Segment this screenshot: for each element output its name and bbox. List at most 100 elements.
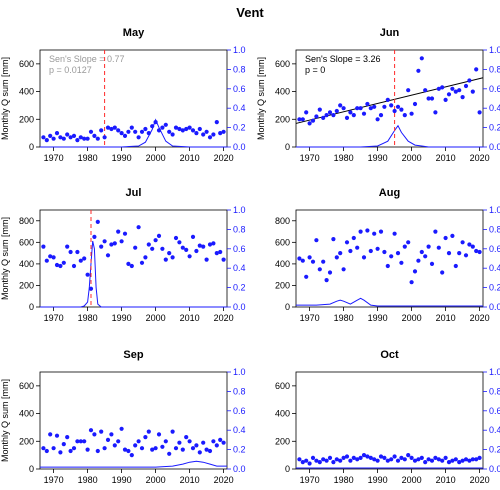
data-point xyxy=(207,242,213,247)
data-point xyxy=(180,245,185,250)
y-tick-label: 600 xyxy=(19,381,34,391)
data-point xyxy=(112,241,117,246)
data-point xyxy=(85,136,90,141)
y2-tick-label: 0.8 xyxy=(233,64,246,74)
y-tick-label: 0 xyxy=(285,302,290,312)
y-tick-label: 600 xyxy=(275,237,290,247)
x-tick-label: 2020 xyxy=(470,153,490,163)
y2-tick-label: 0.6 xyxy=(233,84,246,94)
data-point xyxy=(300,258,305,263)
data-point xyxy=(190,234,196,239)
data-point xyxy=(119,426,124,431)
data-point xyxy=(423,460,428,465)
data-point xyxy=(310,118,316,123)
data-point xyxy=(65,435,70,440)
data-point xyxy=(65,244,70,249)
data-point xyxy=(331,460,336,465)
plot-box xyxy=(295,49,484,148)
data-point xyxy=(338,251,343,256)
x-tick-label: 1990 xyxy=(112,475,132,485)
x-tick-label: 1980 xyxy=(334,153,354,163)
y-axis-label: Monthly Q sum [mm] xyxy=(0,217,10,300)
x-tick-label: 1970 xyxy=(300,313,320,323)
y-tick-label: 800 xyxy=(19,216,34,226)
data-point xyxy=(160,246,165,251)
data-point xyxy=(99,429,104,434)
data-point xyxy=(218,437,223,442)
data-point xyxy=(211,132,216,137)
data-point xyxy=(297,256,302,261)
data-point xyxy=(395,251,401,256)
data-point xyxy=(436,86,441,91)
data-point xyxy=(392,454,397,459)
data-point xyxy=(409,280,414,285)
data-point xyxy=(382,104,387,109)
data-point xyxy=(99,128,104,133)
data-point xyxy=(327,455,333,460)
y-tick-label: 600 xyxy=(19,237,34,247)
data-point xyxy=(334,255,339,260)
data-point xyxy=(201,244,206,249)
probability-line xyxy=(296,297,483,307)
data-point xyxy=(204,129,209,134)
data-point xyxy=(136,225,141,230)
data-point xyxy=(194,131,199,136)
y2-tick-label: 0.8 xyxy=(233,386,246,396)
data-point xyxy=(133,245,138,250)
data-point xyxy=(416,457,421,462)
data-point xyxy=(372,231,377,236)
data-point xyxy=(51,136,56,141)
data-point xyxy=(143,126,148,132)
data-point xyxy=(146,131,151,136)
y2-tick-label: 1.0 xyxy=(489,367,500,377)
data-point xyxy=(440,85,445,90)
data-point xyxy=(109,432,114,437)
y-tick-label: 600 xyxy=(19,59,34,69)
x-tick-label: 2000 xyxy=(402,475,422,485)
data-point xyxy=(457,251,462,256)
data-point xyxy=(184,126,189,132)
x-tick-label: 2010 xyxy=(180,153,200,163)
data-point xyxy=(214,443,219,448)
probability-line xyxy=(40,460,227,468)
data-point xyxy=(204,447,209,452)
data-point xyxy=(122,447,128,452)
data-point xyxy=(297,457,302,462)
data-point xyxy=(51,446,56,451)
data-point xyxy=(327,270,333,275)
x-tick-label: 1990 xyxy=(368,313,388,323)
data-point xyxy=(187,125,192,130)
data-point xyxy=(102,239,107,244)
data-point xyxy=(116,128,121,133)
x-tick-label: 2000 xyxy=(146,153,166,163)
data-point xyxy=(170,429,175,434)
data-point xyxy=(304,274,309,279)
data-point xyxy=(156,233,162,238)
data-point xyxy=(467,78,472,83)
data-point xyxy=(385,458,390,463)
data-point xyxy=(429,96,435,101)
plot-box xyxy=(295,209,484,308)
x-tick-label: 1980 xyxy=(334,313,354,323)
y-tick-label: 0 xyxy=(29,142,34,152)
data-point xyxy=(88,428,94,433)
data-point xyxy=(361,453,367,458)
data-point xyxy=(341,106,346,111)
data-point xyxy=(375,246,380,251)
data-point xyxy=(173,125,179,130)
panel-title: Sep xyxy=(123,349,143,361)
x-tick-label: 1980 xyxy=(334,475,354,485)
data-point xyxy=(321,259,326,264)
data-point xyxy=(139,446,145,451)
data-point xyxy=(358,106,363,111)
x-tick-label: 2010 xyxy=(180,313,200,323)
data-point xyxy=(375,458,380,463)
data-point xyxy=(426,244,431,249)
y-tick-label: 0 xyxy=(285,464,290,474)
data-point xyxy=(375,117,380,122)
data-point xyxy=(392,108,397,114)
data-point xyxy=(197,126,202,132)
main-title: Vent xyxy=(236,5,264,20)
panel-title: Jun xyxy=(380,27,400,39)
data-point xyxy=(150,124,155,129)
